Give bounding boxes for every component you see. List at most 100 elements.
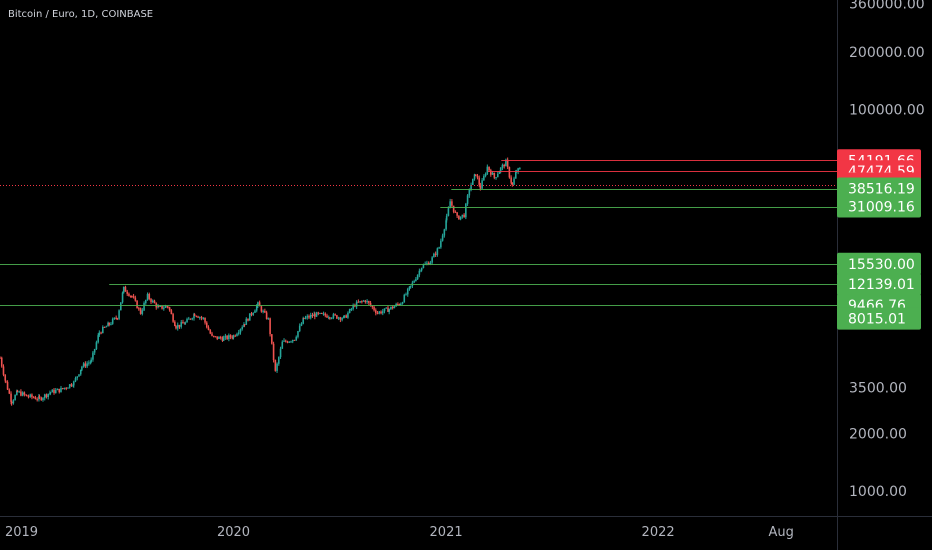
candle-body-69 (108, 322, 110, 325)
x-tick-label-4: Aug (769, 525, 794, 540)
candle-body-317 (519, 168, 521, 170)
candle-body-34 (51, 389, 54, 393)
candle-body-239 (390, 306, 392, 310)
candle-body-122 (193, 314, 196, 316)
candle-body-137 (219, 336, 222, 339)
candle-body-23 (34, 397, 37, 400)
candle-body-100 (159, 305, 162, 307)
candle-body-154 (247, 318, 249, 321)
candle-body-74 (116, 318, 119, 320)
candle-body-28 (42, 398, 44, 401)
candle-body-308 (505, 159, 507, 167)
candle-body-292 (478, 177, 480, 185)
candle-body-118 (187, 318, 190, 320)
candle-body-6 (8, 389, 11, 394)
candle-body-151 (243, 324, 245, 328)
candle-body-99 (157, 306, 160, 308)
candle-body-88 (139, 308, 142, 314)
price-tag-label-4: 31009.16 (848, 200, 915, 216)
candle-body-37 (56, 388, 59, 391)
candle-body-155 (248, 313, 251, 321)
candle-body-267 (436, 248, 439, 255)
candle-body-230 (375, 310, 377, 314)
candle-body-44 (68, 384, 71, 388)
candle-body-179 (290, 341, 292, 343)
symbol-title: Bitcoin / Euro, 1D, COINBASE (8, 9, 154, 20)
candle-body-134 (214, 336, 217, 338)
candle-body-253 (413, 281, 415, 283)
candle-body-160 (257, 302, 259, 306)
candle-body-175 (283, 340, 285, 342)
candle-body-301 (493, 172, 496, 178)
candle-body-265 (433, 253, 435, 258)
candle-body-103 (164, 306, 167, 308)
y-tick-label-0: 360000.00 (849, 0, 925, 12)
y-tick-label-1: 200000.00 (849, 45, 925, 61)
candle-body-140 (224, 335, 227, 338)
candle-body-141 (226, 335, 228, 340)
candle-body-171 (276, 363, 278, 371)
candle-body-272 (445, 220, 447, 230)
y-tick-label-3: 3500.00 (849, 380, 907, 396)
candle-body-189 (306, 316, 309, 318)
candle-body-234 (381, 311, 384, 314)
candle-body-126 (200, 317, 203, 319)
candle-body-232 (378, 311, 381, 314)
candle-body-112 (178, 324, 181, 327)
candle-body-222 (361, 301, 363, 303)
candle-body-49 (76, 376, 79, 379)
candle-body-246 (401, 302, 404, 305)
candle-body-138 (221, 338, 224, 341)
candle-body-78 (122, 286, 125, 293)
candle-body-208 (337, 317, 340, 319)
candle-body-71 (111, 318, 114, 324)
candle-body-72 (113, 317, 116, 319)
candle-body-86 (136, 300, 138, 309)
candle-body-65 (102, 326, 104, 334)
candle-body-149 (239, 329, 242, 333)
candle-body-196 (317, 312, 320, 314)
candle-body-83 (131, 295, 133, 297)
candle-body-191 (309, 314, 312, 318)
candle-body-305 (499, 167, 502, 172)
candle-body-221 (359, 301, 361, 303)
candle-body-58 (90, 359, 92, 362)
candle-body-150 (241, 327, 244, 330)
candle-body-42 (65, 387, 68, 389)
candle-body-211 (343, 315, 345, 319)
candle-body-262 (427, 262, 430, 265)
candle-body-84 (132, 296, 135, 298)
candle-body-244 (398, 304, 401, 306)
candle-body-60 (93, 349, 96, 353)
candle-body-110 (175, 325, 177, 329)
candle-body-51 (79, 369, 82, 375)
candle-body-89 (141, 310, 144, 314)
candle-body-310 (508, 167, 511, 178)
candle-body-174 (281, 341, 284, 349)
candle-body-294 (481, 180, 483, 189)
candle-body-237 (387, 307, 389, 312)
candle-body-35 (53, 389, 55, 394)
price-tag-label-6: 12139.01 (848, 277, 915, 293)
candle-body-168 (271, 334, 273, 344)
candle-body-158 (254, 310, 256, 313)
candle-body-48 (74, 378, 77, 382)
candle-body-182 (295, 336, 298, 341)
candle-body-217 (352, 305, 354, 309)
candle-body-282 (461, 214, 464, 217)
candle-body-213 (345, 315, 347, 318)
candle-body-139 (222, 337, 225, 341)
candle-body-283 (463, 214, 465, 218)
candle-body-105 (167, 306, 169, 308)
candle-body-1 (0, 357, 3, 367)
candle-body-109 (174, 321, 176, 326)
candle-body-143 (229, 335, 232, 338)
candle-body-63 (98, 332, 101, 336)
candle-body-124 (197, 316, 199, 318)
candle-body-276 (451, 201, 453, 206)
candle-body-258 (420, 267, 423, 271)
x-tick-label-2: 2021 (430, 525, 463, 540)
candle-body-70 (110, 323, 112, 325)
